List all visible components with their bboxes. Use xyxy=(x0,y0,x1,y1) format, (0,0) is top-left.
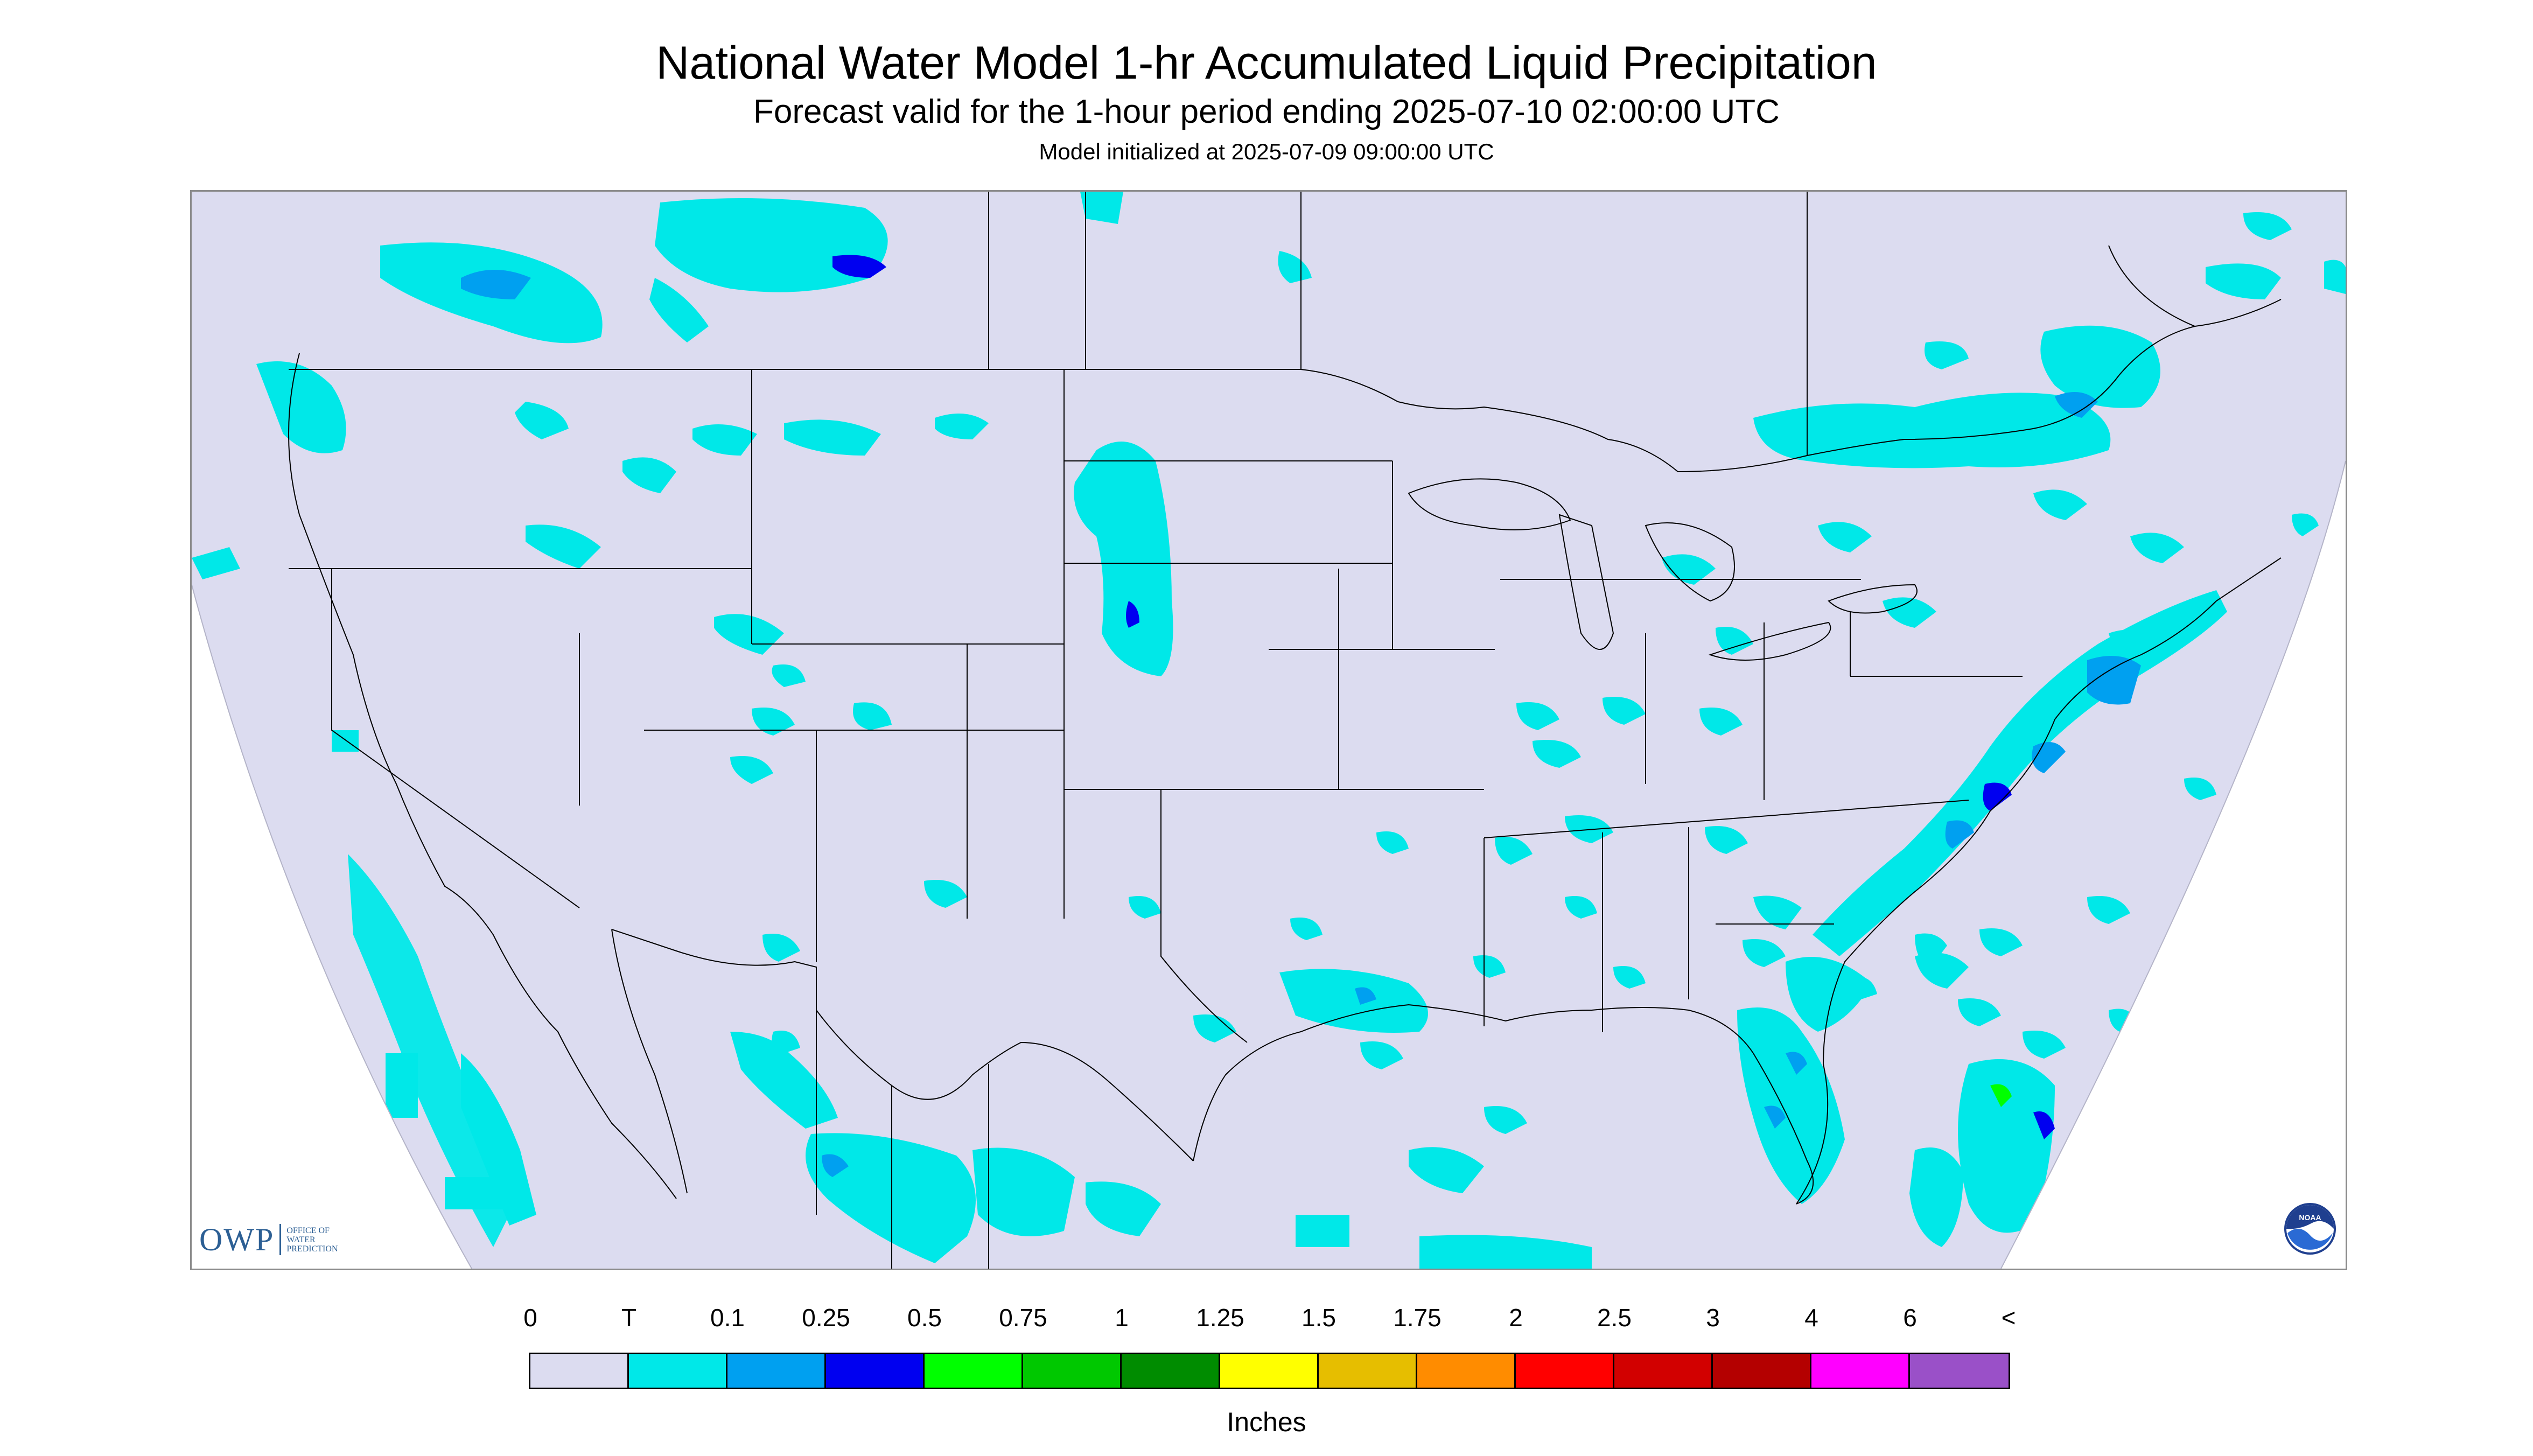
legend-tick-label: 0.1 xyxy=(710,1304,745,1332)
legend-color-cell xyxy=(1417,1354,1516,1388)
outside-domain-left xyxy=(192,585,472,1269)
noaa-logo-mark: NOAA xyxy=(2299,1213,2321,1222)
legend-color-cell xyxy=(1516,1354,1614,1388)
legend-color-cell xyxy=(1811,1354,1910,1388)
legend-tick-label: 0.75 xyxy=(999,1304,1047,1332)
legend-color-cell xyxy=(629,1354,727,1388)
precipitation-areas xyxy=(192,192,2346,1269)
owp-logo-mark: OWP xyxy=(199,1221,275,1257)
legend-tick-label: 0 xyxy=(523,1304,537,1332)
legend-tick-label: 0.25 xyxy=(802,1304,850,1332)
legend-tick-label: 1.25 xyxy=(1196,1304,1244,1332)
legend-color-cell xyxy=(1319,1354,1417,1388)
legend-color-cell xyxy=(1122,1354,1220,1388)
legend-tick-label: 0.5 xyxy=(907,1304,942,1332)
legend-tick-label: 6 xyxy=(1903,1304,1917,1332)
political-boundaries xyxy=(288,192,2282,1269)
legend-color-cell xyxy=(1713,1354,1811,1388)
noaa-logo: NOAA xyxy=(2284,1203,2336,1255)
owp-logo-name: OFFICE OF WATER PREDICTION xyxy=(286,1226,338,1254)
legend-tick-label: < xyxy=(2001,1304,2016,1332)
legend-tick-label: 3 xyxy=(1706,1304,1720,1332)
precipitation-map[interactable] xyxy=(190,190,2347,1270)
legend-color-cell xyxy=(925,1354,1023,1388)
owp-logo-divider xyxy=(279,1224,282,1255)
legend-colorbar xyxy=(529,1353,2010,1389)
legend-tick-label: T xyxy=(621,1304,637,1332)
legend-color-cell xyxy=(1614,1354,1713,1388)
legend-tick-label: 2 xyxy=(1509,1304,1523,1332)
chart-title: National Water Model 1-hr Accumulated Li… xyxy=(656,37,1877,89)
owp-logo: OWP OFFICE OF WATER PREDICTION xyxy=(199,1218,338,1261)
legend-tick-label: 2.5 xyxy=(1597,1304,1632,1332)
chart-subtitle: Forecast valid for the 1-hour period end… xyxy=(753,93,1780,130)
legend-color-cell xyxy=(530,1354,629,1388)
legend-color-cell xyxy=(1220,1354,1319,1388)
legend-tick-label: 1 xyxy=(1115,1304,1129,1332)
legend-units-label: Inches xyxy=(1227,1407,1306,1437)
legend-color-cell xyxy=(1910,1354,2009,1388)
legend-tick-label: 1.5 xyxy=(1302,1304,1336,1332)
legend-color-cell xyxy=(826,1354,925,1388)
legend-tick-label: 4 xyxy=(1804,1304,1818,1332)
outside-domain-right xyxy=(2001,461,2346,1269)
legend-tick-label: 1.75 xyxy=(1393,1304,1442,1332)
legend-color-cell xyxy=(1023,1354,1122,1388)
model-init-line: Model initialized at 2025-07-09 09:00:00… xyxy=(1039,139,1494,164)
legend-color-cell xyxy=(727,1354,826,1388)
